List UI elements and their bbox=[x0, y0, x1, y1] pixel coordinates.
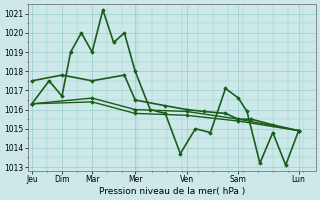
X-axis label: Pression niveau de la mer( hPa ): Pression niveau de la mer( hPa ) bbox=[99, 187, 245, 196]
